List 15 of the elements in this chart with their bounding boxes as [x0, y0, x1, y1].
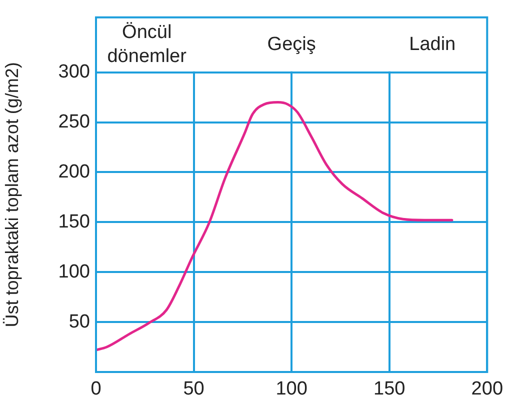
x-tick-label: 100 — [276, 378, 308, 400]
x-tick-label: 50 — [183, 378, 204, 400]
annotation: Ladin — [409, 34, 456, 56]
annotation: Öncül dönemler — [107, 22, 188, 68]
y-tick-label: 300 — [58, 62, 90, 83]
y-tick-label: 150 — [58, 211, 90, 232]
y-tick-label: 100 — [58, 261, 90, 282]
x-tick-label: 150 — [374, 378, 406, 400]
annotation: Geçiş — [267, 34, 316, 56]
y-tick-label: 200 — [58, 161, 90, 182]
y-tick-label: 250 — [58, 112, 90, 133]
y-axis-title: Üst topraktaki toplam azot (g/m2) — [2, 62, 22, 328]
y-tick-label: 50 — [68, 311, 90, 332]
x-tick-label: 0 — [90, 378, 102, 400]
x-tick-label: 200 — [471, 378, 503, 400]
